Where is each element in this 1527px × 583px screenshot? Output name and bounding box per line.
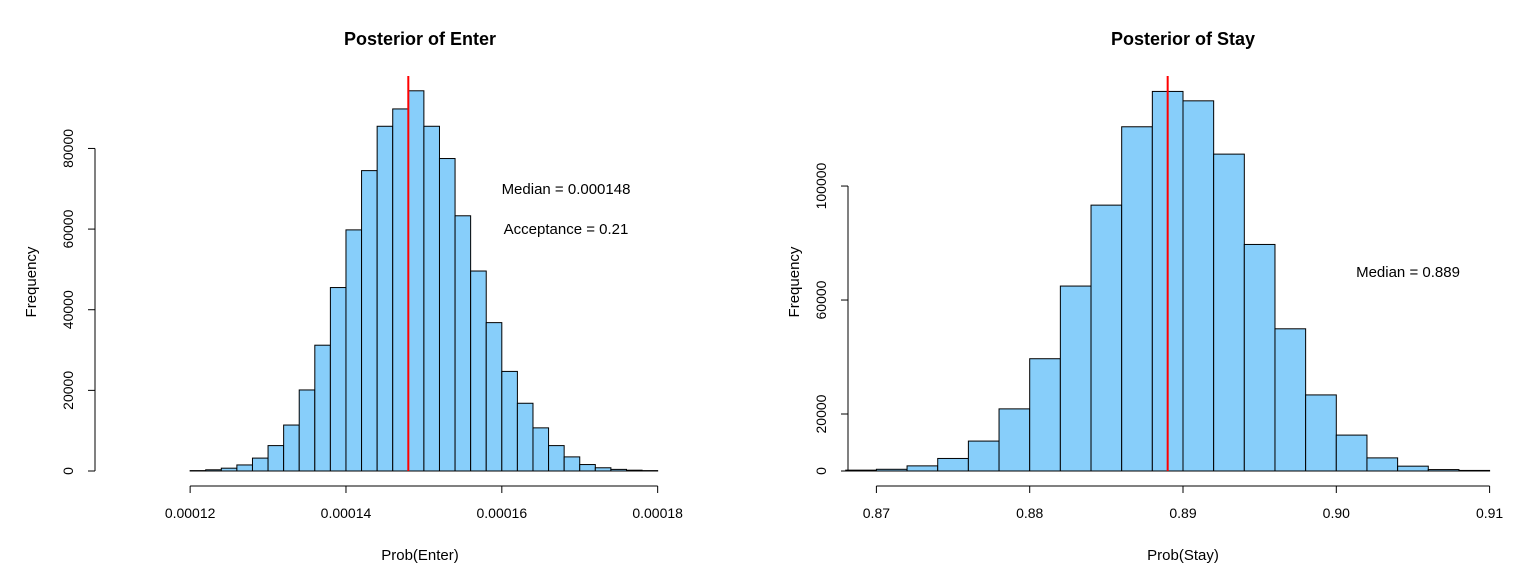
histogram-bar (998, 408, 1031, 472)
x-tick-label: 0.88 (1016, 505, 1043, 521)
x-tick-label: 0.87 (863, 505, 890, 521)
x-tick-label: 0.00018 (632, 505, 683, 521)
histogram-bar (236, 464, 253, 472)
median-annotation: Median = 0.889 (1356, 264, 1460, 281)
histogram-bar (937, 457, 969, 472)
histogram-bar (1121, 126, 1153, 472)
x-tick-label: 0.00016 (477, 505, 528, 521)
histogram-bar (267, 445, 285, 472)
histogram-bar (610, 468, 627, 472)
y-axis: 0 20000 60000 100000 (813, 162, 849, 475)
y-tick-label: 0 (60, 467, 76, 475)
x-axis: 0.00012 0.00014 0.00016 0.00018 (165, 485, 683, 521)
histogram-bar (454, 215, 472, 472)
y-tick-label: 20000 (813, 394, 829, 433)
histogram-bars (845, 90, 1491, 472)
histogram-bar (392, 108, 409, 472)
y-tick-label: 20000 (60, 371, 76, 410)
histogram-bar (345, 229, 363, 472)
y-tick-label: 40000 (60, 290, 76, 329)
histogram-bar (875, 468, 908, 472)
histogram-bar (407, 90, 425, 472)
histogram-bar (1458, 469, 1491, 472)
histogram-bar (423, 125, 440, 472)
histogram-bar (438, 158, 456, 472)
histogram-bar (1243, 243, 1276, 472)
y-axis-label: Frequency (786, 246, 803, 317)
histogram-bar (967, 440, 1000, 472)
histogram-bar (1059, 285, 1092, 472)
median-annotation: Median = 0.000148 (502, 181, 631, 198)
x-tick-label: 0.90 (1323, 505, 1350, 521)
chart-title: Posterior of Stay (1111, 29, 1255, 49)
histogram-bar (579, 464, 596, 472)
histogram-bar (625, 469, 643, 472)
y-tick-label: 0 (813, 467, 829, 475)
histogram-bar (376, 125, 394, 472)
histogram-bar (516, 402, 534, 472)
histogram-bar (1397, 465, 1429, 472)
histogram-bar (1427, 469, 1460, 472)
chart-title: Posterior of Enter (344, 29, 496, 49)
histogram-bar (220, 467, 238, 472)
y-axis-label: Frequency (23, 246, 40, 317)
histogram-bar (563, 456, 581, 472)
x-tick-label: 0.89 (1169, 505, 1196, 521)
histogram-bar (205, 469, 222, 472)
histogram-bar (501, 370, 518, 472)
acceptance-annotation: Acceptance = 0.21 (504, 221, 629, 238)
histogram-bar (1366, 457, 1399, 472)
histogram-bar (906, 465, 939, 472)
chart-panel-enter: Posterior of Enter 0.00012 0.00014 0.00016… (23, 29, 683, 564)
histogram-bar (314, 344, 331, 472)
histogram-bar (251, 457, 269, 472)
x-axis-label: Prob(Enter) (381, 547, 459, 564)
histogram-bar (361, 170, 378, 472)
histogram-bar (283, 424, 300, 472)
histogram-bar (532, 427, 550, 472)
chart-panel-stay: Posterior of Stay 0.87 0.88 0.89 0.90 0.91 0… (786, 29, 1503, 564)
x-axis-label: Prob(Stay) (1147, 547, 1219, 564)
y-tick-label: 80000 (60, 129, 76, 168)
histogram-bar (1213, 153, 1245, 472)
y-tick-label: 100000 (813, 162, 829, 209)
histogram-bar (1335, 434, 1368, 472)
histogram-bar (1305, 394, 1337, 472)
x-tick-label: 0.91 (1476, 505, 1503, 521)
x-tick-label: 0.00014 (321, 505, 372, 521)
histogram-bar (845, 469, 877, 472)
y-axis: 0 20000 40000 60000 80000 (60, 129, 96, 475)
histogram-bar (470, 270, 487, 472)
histogram-bar (1090, 204, 1123, 472)
histogram-bars (189, 90, 659, 472)
histogram-bar (594, 467, 612, 472)
histogram-bar (485, 322, 503, 472)
histogram-bar (298, 389, 316, 472)
histogram-bar (1182, 100, 1215, 472)
histogram-bar (329, 287, 347, 472)
histogram-bar (1029, 358, 1061, 472)
x-tick-label: 0.00012 (165, 505, 216, 521)
y-tick-label: 60000 (813, 280, 829, 319)
x-axis: 0.87 0.88 0.89 0.90 0.91 (863, 485, 1503, 521)
y-tick-label: 60000 (60, 209, 76, 248)
histogram-bar (1274, 328, 1307, 472)
histogram-bar (548, 445, 565, 472)
